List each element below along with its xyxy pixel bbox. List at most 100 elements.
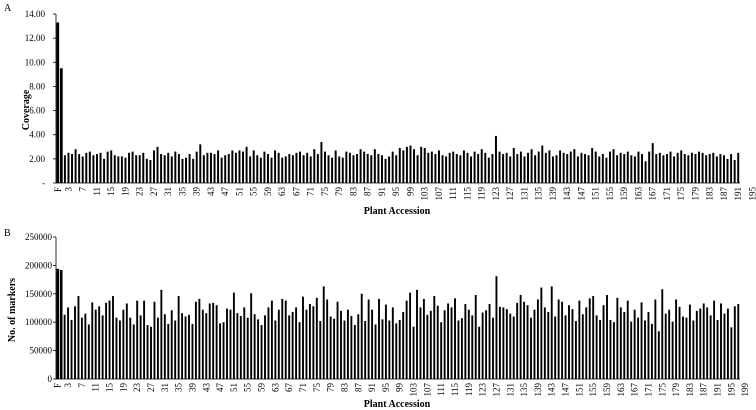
panel-a-bar [145,158,148,183]
panel-a-bar [644,161,647,183]
panel-b-bar [205,313,208,379]
panel-b-x-tick-label: 43 [201,383,211,393]
panel-b-bar [509,313,512,379]
panel-b-bar [664,313,667,379]
panel-b-x-tick-label: 59 [257,383,267,393]
panel-a-x-tick-label: 63 [277,187,287,197]
panel-a-x-tick-label: 107 [434,187,444,201]
panel-a-bar [263,151,266,183]
panel-a-bar [690,152,693,183]
panel-a-bar [345,151,348,183]
panel-a-bar [715,156,718,183]
panel-a-bar [719,154,722,183]
panel-a-bar [584,154,587,183]
panel-a-bar [341,157,344,183]
panel-b-bar [177,296,180,379]
panel-a-bar [733,160,736,183]
panel-a-bar [683,154,686,183]
panel-a-bar [67,152,70,183]
panel-a-bar [259,157,262,183]
panel-a-x-tick-label: 103 [420,187,430,201]
panel-b-bar [436,305,439,379]
panel-a-bar [391,151,394,183]
panel-a-y-tick-label: 12.00 [25,33,46,43]
panel-a-x-tick-label: 143 [562,187,572,201]
panel-a-bar [623,154,626,183]
panel-a-bar [687,155,690,183]
panel-b-bar [77,296,80,379]
panel-b-bar [737,304,740,379]
panel-b-bar [146,325,149,379]
panel-b-bar [682,316,684,379]
panel-b-bar [481,312,484,379]
panel-b-bar [208,303,211,379]
panel-a-bar [295,152,298,183]
panel-a-x-tick-label: 47 [220,187,230,197]
panel-a-x-tick-label: 83 [348,187,358,197]
panel-b-bar [243,307,246,379]
panel-b-bar [215,305,218,379]
panel-b-bar [194,301,197,379]
panel-a-x-tick-label: 183 [705,187,715,201]
panel-a-bar [516,154,519,183]
panel-b-bar [115,317,118,379]
panel-a-bar [71,154,74,183]
panel-a-bar [78,154,81,183]
panel-a-bar [284,156,287,183]
panel-b-bar [156,317,159,379]
panel-a-bar [413,149,416,183]
panel-a-bar [455,154,458,183]
panel-b-bar [609,319,612,379]
panel-b-bar [398,319,401,379]
panel-a-bar [484,152,487,183]
panel-a-bar [348,152,351,183]
panel-a-x-tick-label: 175 [676,187,686,201]
panel-b-bar [526,305,529,379]
panel-a-bar [185,157,188,183]
panel-a-x-tick-label: 91 [377,187,387,196]
panel-b-x-tick-label: 127 [491,383,501,397]
panel-a-bar [327,155,330,183]
panel-a-y-tick-label: 2.00 [29,154,45,164]
panel-a-bar [323,151,326,183]
panel-a-bar [113,155,116,183]
panel-a-bar [156,146,159,183]
panel-b-bar [671,321,674,379]
panel-b-x-tick-label: 171 [643,383,653,397]
panel-b-bar [63,314,66,379]
panel-a-x-tick-label: 123 [491,187,501,201]
panel-b-bar [326,299,329,379]
panel-b-bar [174,320,177,379]
panel-a-bar [195,151,198,183]
panel-b-bar [59,269,63,379]
panel-b-bar [125,303,128,379]
panel-a-bar [416,155,419,183]
panel-b-bar [381,319,384,379]
panel-b-bar [395,323,398,379]
panel-a-bar [135,155,138,183]
panel-b-bar [132,324,135,379]
panel-b-y-tick-label: 200000 [25,260,53,270]
panel-a-bar [555,155,558,183]
panel-a-bar [512,147,515,183]
panel-b-bar [474,294,477,379]
panel-a-bar [242,151,245,183]
panel-b-bar [374,324,377,379]
panel-b-bar [554,316,557,379]
panel-b-bar [595,315,598,379]
panel-a-bar [473,151,476,183]
panel-b-bar [440,322,443,379]
panel-a-bar [63,155,66,183]
panel-a-bar [106,151,109,183]
panel-a-bar [110,150,113,183]
panel-b-bar [612,322,615,379]
panel-b-bar [668,309,671,379]
panel-a-x-tick-label: 187 [719,187,729,201]
panel-b-bar [706,307,709,379]
panel-b-x-tick-label: 91 [367,383,377,392]
panel-b-bar [675,299,678,379]
panel-a-bar [92,155,95,183]
panel-b-x-tick-label: 123 [478,383,488,397]
panel-b-bar [630,321,633,379]
panel-b-bar [464,304,467,379]
